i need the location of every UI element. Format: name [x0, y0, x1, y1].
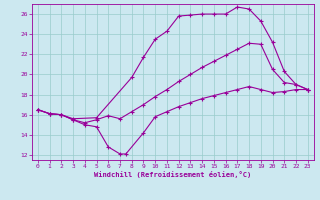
X-axis label: Windchill (Refroidissement éolien,°C): Windchill (Refroidissement éolien,°C) [94, 171, 252, 178]
